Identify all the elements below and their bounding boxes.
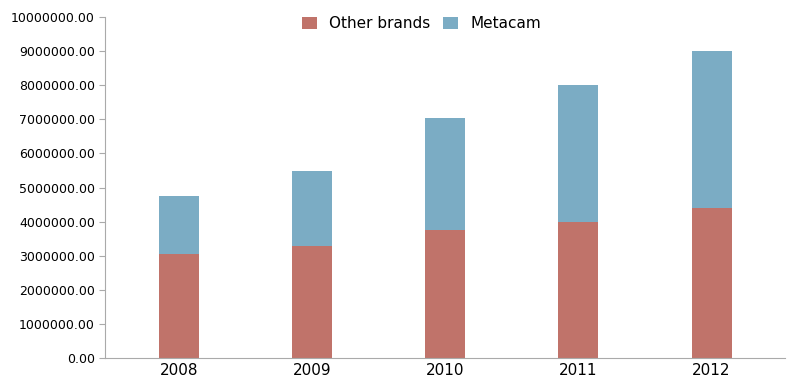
- Bar: [692, 51, 732, 208]
- Bar: [558, 85, 599, 222]
- Bar: [425, 118, 465, 230]
- Bar: [425, 230, 465, 358]
- Bar: [158, 196, 199, 254]
- Bar: [292, 245, 332, 358]
- Bar: [292, 170, 332, 245]
- Bar: [692, 208, 732, 358]
- Legend: Other brands, Metacam: Other brands, Metacam: [295, 10, 547, 37]
- Bar: [558, 222, 599, 358]
- Bar: [158, 254, 199, 358]
